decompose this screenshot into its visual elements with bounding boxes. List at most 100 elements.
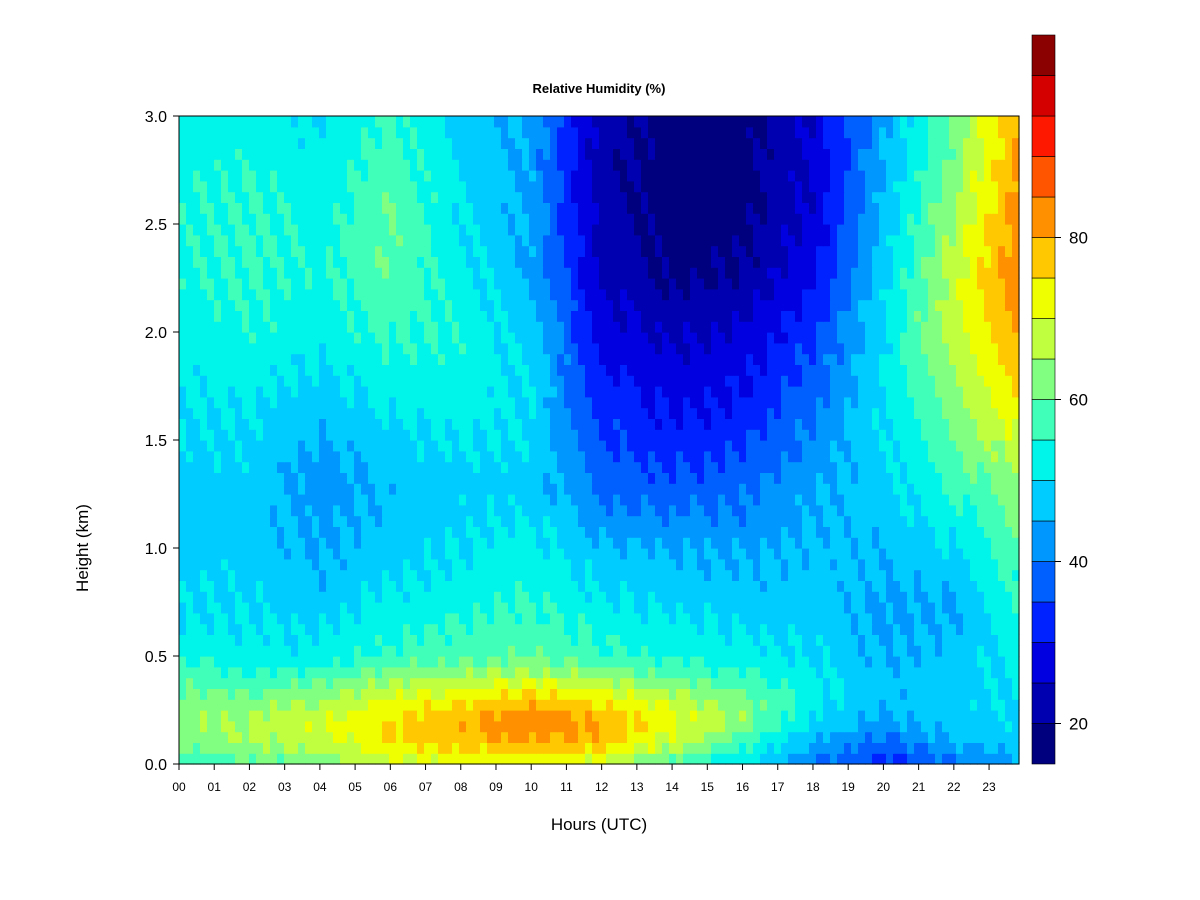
- heatmap-cell: [179, 515, 187, 527]
- heatmap-cell: [900, 537, 908, 549]
- heatmap-cell: [865, 461, 873, 473]
- heatmap-cell: [816, 634, 824, 646]
- heatmap-cell: [361, 580, 369, 592]
- heatmap-cell: [662, 720, 670, 733]
- heatmap-cell: [305, 548, 313, 560]
- heatmap-cell: [508, 731, 516, 743]
- heatmap-cell: [886, 504, 894, 517]
- heatmap-cell: [970, 645, 978, 657]
- heatmap-cell: [529, 623, 537, 635]
- heatmap-cell: [207, 720, 215, 733]
- heatmap-cell: [739, 342, 747, 355]
- heatmap-cell: [774, 548, 782, 560]
- heatmap-cell: [851, 710, 859, 722]
- heatmap-cell: [536, 418, 544, 430]
- heatmap-cell: [417, 753, 425, 765]
- heatmap-cell: [662, 699, 670, 711]
- heatmap-cell: [963, 504, 971, 517]
- heatmap-cell: [788, 537, 796, 549]
- heatmap-cell: [200, 558, 208, 571]
- chart-title: Relative Humidity (%): [533, 81, 666, 96]
- heatmap-cell: [970, 742, 978, 754]
- heatmap-cell: [368, 375, 376, 387]
- heatmap-cell: [585, 461, 593, 473]
- heatmap-cell: [893, 472, 901, 484]
- heatmap-cell: [445, 504, 453, 517]
- heatmap-cell: [900, 731, 908, 743]
- heatmap-cell: [802, 515, 810, 527]
- heatmap-cell: [767, 461, 775, 473]
- heatmap-cell: [277, 634, 285, 646]
- heatmap-cell: [326, 666, 334, 679]
- heatmap-cell: [984, 558, 992, 571]
- heatmap-cell: [599, 591, 607, 603]
- heatmap-cell: [445, 634, 453, 646]
- heatmap-cell: [697, 612, 705, 625]
- heatmap-cell: [865, 332, 873, 344]
- heatmap-cell: [634, 310, 642, 322]
- heatmap-cell: [480, 472, 488, 484]
- heatmap-cell: [410, 602, 418, 614]
- heatmap-cell: [711, 548, 719, 560]
- heatmap-cell: [536, 353, 544, 365]
- heatmap-cell: [242, 753, 250, 765]
- heatmap-cell: [641, 321, 649, 333]
- heatmap-cell: [970, 569, 978, 581]
- heatmap-cell: [501, 537, 509, 549]
- heatmap-cell: [781, 537, 789, 549]
- heatmap-cell: [858, 450, 866, 463]
- heatmap-cell: [844, 634, 852, 646]
- heatmap-cell: [942, 602, 950, 614]
- heatmap-cell: [438, 310, 446, 322]
- heatmap-cell: [326, 515, 334, 527]
- heatmap-cell: [725, 429, 733, 441]
- heatmap-cell: [837, 548, 845, 560]
- heatmap-cell: [431, 353, 439, 365]
- heatmap-cell: [249, 720, 257, 733]
- heatmap-cell: [522, 569, 530, 581]
- heatmap-cell: [781, 710, 789, 722]
- heatmap-cell: [431, 364, 439, 376]
- heatmap-cell: [522, 699, 530, 711]
- heatmap-cell: [676, 666, 684, 679]
- heatmap-cell: [571, 666, 579, 679]
- heatmap-cell: [662, 537, 670, 549]
- heatmap-cell: [984, 731, 992, 743]
- heatmap-cell: [249, 310, 257, 322]
- heatmap-cell: [284, 677, 292, 689]
- heatmap-cell: [326, 494, 334, 506]
- heatmap-cell: [970, 731, 978, 743]
- heatmap-cell: [781, 375, 789, 387]
- heatmap-cell: [956, 440, 964, 452]
- heatmap-cell: [648, 364, 656, 376]
- heatmap-cell: [277, 569, 285, 581]
- heatmap-cell: [473, 504, 481, 517]
- heatmap-cell: [536, 731, 544, 743]
- heatmap-cell: [564, 494, 572, 506]
- heatmap-cell: [445, 440, 453, 452]
- heatmap-cell: [620, 634, 628, 646]
- heatmap-cell: [186, 429, 194, 441]
- heatmap-cell: [431, 440, 439, 452]
- heatmap-cell: [914, 720, 922, 733]
- heatmap-cell: [487, 537, 495, 549]
- heatmap-cell: [291, 677, 299, 689]
- heatmap-cell: [557, 591, 565, 603]
- heatmap-cell: [186, 342, 194, 355]
- heatmap-cell: [914, 386, 922, 398]
- heatmap-cell: [669, 666, 677, 679]
- heatmap-cell: [529, 407, 537, 419]
- heatmap-cell: [228, 623, 236, 635]
- heatmap-cell: [431, 666, 439, 679]
- heatmap-cell: [550, 526, 558, 538]
- heatmap-cell: [319, 353, 327, 365]
- heatmap-cell: [431, 472, 439, 484]
- heatmap-cell: [557, 526, 565, 538]
- heatmap-cell: [781, 602, 789, 614]
- heatmap-cell: [823, 612, 831, 625]
- heatmap-cell: [690, 677, 698, 689]
- heatmap-cell: [347, 483, 355, 495]
- heatmap-cell: [655, 634, 663, 646]
- heatmap-cell: [746, 526, 754, 538]
- heatmap-cell: [515, 753, 523, 765]
